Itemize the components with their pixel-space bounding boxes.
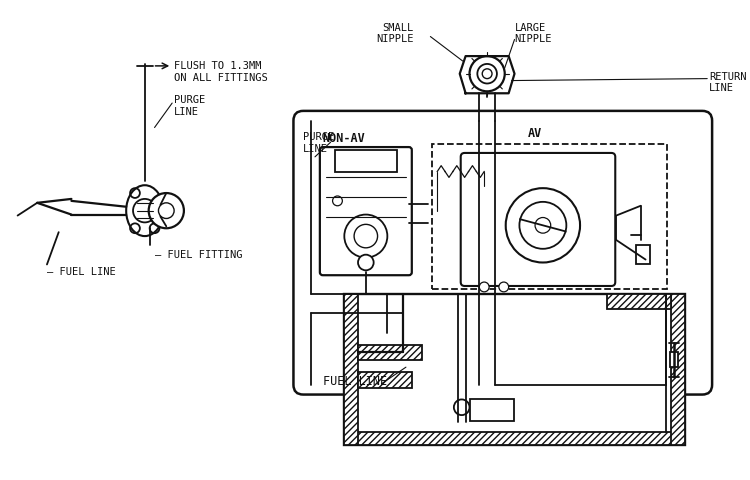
Text: SMALL
NIPPLE: SMALL NIPPLE xyxy=(376,23,414,45)
Circle shape xyxy=(332,196,342,206)
Circle shape xyxy=(344,215,387,258)
Circle shape xyxy=(358,255,374,270)
Bar xyxy=(358,372,412,388)
FancyBboxPatch shape xyxy=(460,153,615,286)
Bar xyxy=(344,294,685,445)
Text: — FUEL LINE: — FUEL LINE xyxy=(47,267,116,277)
Text: FUEL LINE: FUEL LINE xyxy=(322,375,387,388)
Bar xyxy=(344,432,685,445)
Bar xyxy=(358,345,422,360)
Bar xyxy=(636,245,650,264)
Text: FLUSH TO 1.3MM
ON ALL FITTINGS: FLUSH TO 1.3MM ON ALL FITTINGS xyxy=(174,61,268,83)
Circle shape xyxy=(454,399,470,415)
Bar xyxy=(470,399,514,421)
Bar xyxy=(344,294,358,445)
Circle shape xyxy=(499,282,508,292)
FancyBboxPatch shape xyxy=(320,147,412,275)
Bar xyxy=(608,294,671,310)
Text: NON-AV: NON-AV xyxy=(322,132,365,145)
Text: PURGE
LINE: PURGE LINE xyxy=(174,95,206,117)
Text: LARGE
NIPPLE: LARGE NIPPLE xyxy=(514,23,552,45)
Circle shape xyxy=(479,282,489,292)
Text: PURGE
LINE: PURGE LINE xyxy=(303,132,334,154)
Text: RETURN
LINE: RETURN LINE xyxy=(710,72,747,93)
Text: — FUEL FITTING: — FUEL FITTING xyxy=(154,250,242,260)
Bar xyxy=(334,150,398,171)
Bar xyxy=(670,352,678,367)
Bar xyxy=(432,144,667,289)
Circle shape xyxy=(470,56,505,91)
Ellipse shape xyxy=(126,185,164,236)
Text: AV: AV xyxy=(528,127,542,140)
Circle shape xyxy=(148,193,184,228)
Circle shape xyxy=(506,188,580,263)
Bar xyxy=(671,294,685,445)
